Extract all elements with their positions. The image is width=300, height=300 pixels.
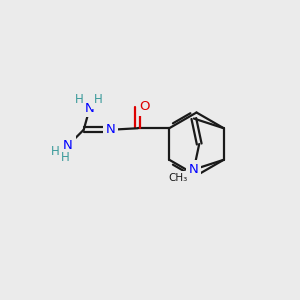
Text: H: H [75, 93, 84, 106]
Text: N: N [63, 139, 73, 152]
Text: N: N [106, 123, 116, 136]
Text: CH₃: CH₃ [168, 173, 187, 183]
Text: N: N [85, 102, 94, 115]
Text: H: H [61, 152, 70, 164]
Text: H: H [94, 93, 103, 106]
Text: H: H [51, 146, 60, 158]
Text: N: N [189, 163, 199, 176]
Text: O: O [139, 100, 150, 113]
